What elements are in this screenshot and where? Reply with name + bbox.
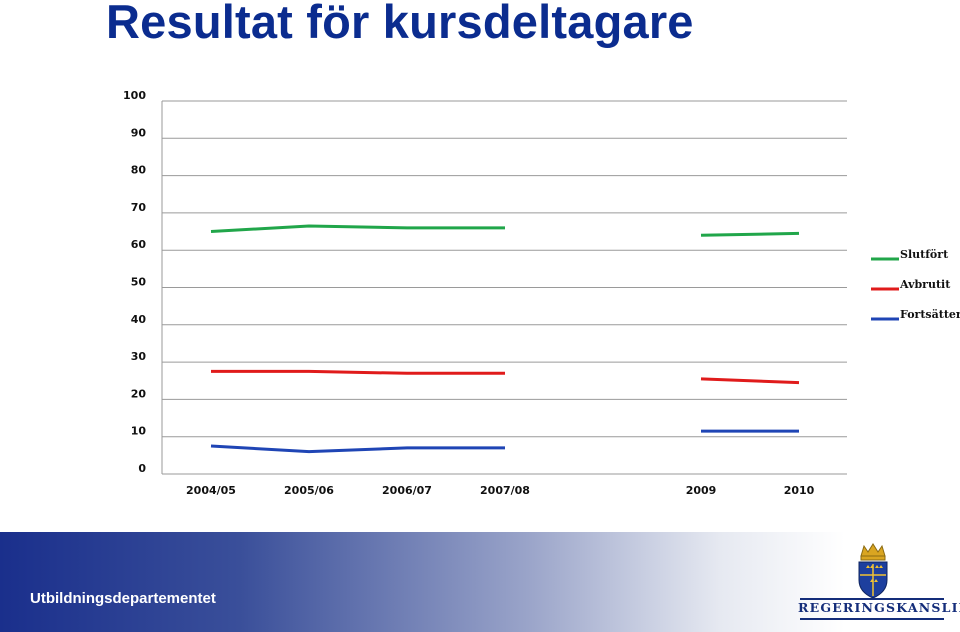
legend-label: Avbrutit [899,278,951,291]
logo-text: REGERINGSKANSLIET [798,600,960,615]
series-line-Avbrutit [700,377,800,385]
y-axis-ticks: 0 10 20 30 40 50 60 70 80 90 100 [123,89,146,475]
y-tick-label: 30 [131,350,147,363]
series-line-Slutfört [210,224,505,234]
logo-divider [800,598,944,600]
x-tick-label: 2009 [686,484,717,497]
chart-series [210,224,800,454]
y-tick-label: 100 [123,89,146,102]
y-tick-label: 20 [131,387,147,400]
legend-label: Fortsätter [900,308,960,321]
y-tick-label: 50 [131,276,147,289]
y-tick-label: 0 [138,462,146,475]
series-line-Fortsätter [210,444,505,454]
y-tick-label: 70 [131,201,147,214]
chart-legend: Slutfört Avbrutit Fortsätter [871,248,960,321]
slide-title: Resultat för kursdeltagare [106,0,694,48]
x-tick-label: 2006/07 [382,484,432,497]
y-tick-label: 60 [131,238,147,251]
x-tick-label: 2004/05 [186,484,236,497]
chart-grid [161,100,847,475]
regeringskansliet-logo: REGERINGSKANSLIET [798,542,960,624]
crown-shield-icon [858,543,888,599]
x-tick-label: 2007/08 [480,484,530,497]
series-line-Slutfört [700,231,800,237]
legend-label: Slutfört [900,248,949,261]
series-line-Avbrutit [211,369,505,375]
x-tick-label: 2005/06 [284,484,334,497]
y-tick-label: 80 [131,164,147,177]
footer-text: Utbildningsdepartementet [30,590,216,607]
x-axis-ticks: 2004/05 2005/06 2006/07 2007/08 2009 2010 [186,484,815,497]
y-tick-label: 90 [131,126,147,139]
x-tick-label: 2010 [784,484,815,497]
y-tick-label: 40 [131,313,147,326]
logo-divider [800,618,944,620]
footer-banner: Utbildningsdepartementet REGERINGSKANSLI… [0,532,960,632]
y-tick-label: 10 [131,425,147,438]
